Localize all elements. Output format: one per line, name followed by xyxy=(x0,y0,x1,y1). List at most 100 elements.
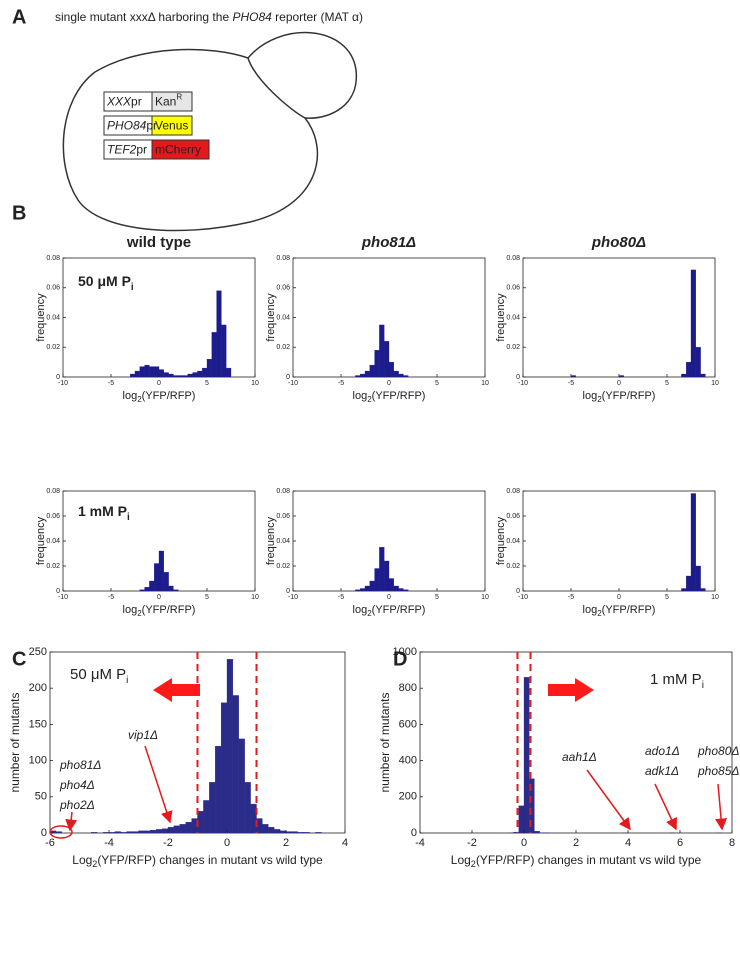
hist-bar xyxy=(226,367,232,378)
x-axis-label: log2(YFP/RFP) xyxy=(353,604,426,618)
cell-outline xyxy=(62,31,357,232)
x-axis-label: log2(YFP/RFP) xyxy=(123,390,196,404)
condition-text: 1 mM P xyxy=(650,671,702,688)
y-tick-label: 0.08 xyxy=(46,488,60,495)
hist-bar xyxy=(144,830,151,834)
hist-bar xyxy=(686,575,692,592)
x-tick-label: -5 xyxy=(568,594,574,601)
y-axis-label: frequency xyxy=(495,516,507,565)
gene-name: Kan xyxy=(155,95,176,109)
x-tick-label: 10 xyxy=(481,594,489,601)
y-tick-label: 0.06 xyxy=(276,285,290,292)
promoter-name: PHO84 xyxy=(107,119,147,133)
y-tick-label: 50 xyxy=(35,791,47,803)
hist-bar xyxy=(154,366,160,378)
x-label-text: log xyxy=(583,604,598,616)
condition-text: 50 μM P xyxy=(78,273,131,289)
hist-bar xyxy=(182,375,188,378)
y-axis-label: number of mutants xyxy=(8,692,22,792)
hist-bar xyxy=(570,375,576,378)
promoter-label: XXXpr xyxy=(106,95,142,109)
hist-bar xyxy=(197,370,203,378)
hist-bar xyxy=(238,738,245,834)
hist-bar xyxy=(173,589,179,592)
gene-label: mCherry xyxy=(155,143,201,157)
y-tick-label: 0.08 xyxy=(506,488,520,495)
y-tick-label: 0.06 xyxy=(46,285,60,292)
x-label-subscript: 2 xyxy=(597,395,602,404)
hist-bar xyxy=(185,821,192,834)
x-tick-label: 10 xyxy=(251,594,259,601)
hist-bar xyxy=(268,827,275,834)
condition-label: 50 μM Pi xyxy=(70,666,128,686)
x-tick-label: 0 xyxy=(617,380,621,387)
hist-bar xyxy=(315,832,322,834)
x-tick-label: -10 xyxy=(58,594,68,601)
x-label-text: log xyxy=(353,390,368,402)
x-tick-label: 0 xyxy=(387,380,391,387)
caption-part: single mutant xxxΔ harboring the xyxy=(55,10,232,24)
y-tick-label: 0.08 xyxy=(46,255,60,262)
hist-bar xyxy=(279,830,287,834)
y-axis-label: frequency xyxy=(265,516,277,565)
annotation-arrow xyxy=(586,769,631,831)
x-label-suffix: (YFP/RFP) changes in mutant vs wild type xyxy=(97,853,323,867)
condition-subscript: i xyxy=(131,282,134,293)
y-tick-label: 0.06 xyxy=(506,513,520,520)
caption-part: PHO84 xyxy=(232,10,272,24)
y-tick-label: 0.06 xyxy=(276,513,290,520)
x-axis-label: Log2(YFP/RFP) changes in mutant vs wild … xyxy=(451,853,702,869)
hist-bar xyxy=(149,580,155,592)
hist-bar xyxy=(221,324,227,378)
hist-bar xyxy=(138,830,145,834)
x-tick-label: -2 xyxy=(467,837,477,849)
y-tick-label: 0 xyxy=(56,374,60,381)
caption: single mutant xxxΔ harboring the PHO84 r… xyxy=(55,10,363,24)
direction-arrow xyxy=(153,678,200,702)
gene-box xyxy=(151,139,210,160)
x-label-suffix: (YFP/RFP) xyxy=(372,604,426,616)
y-tick-label: 0 xyxy=(56,588,60,595)
y-tick-label: 1000 xyxy=(393,646,417,658)
caption-part: reporter (MAT α) xyxy=(272,10,363,24)
hist-bar xyxy=(379,324,385,378)
annotation-arrow xyxy=(144,745,173,824)
hist-bar xyxy=(220,702,228,834)
hist-bar xyxy=(168,585,174,592)
gene-superscript: R xyxy=(176,93,182,102)
hist-bar xyxy=(108,832,116,834)
hist-bar xyxy=(369,364,375,378)
hist-bar xyxy=(695,565,701,592)
y-tick-label: 0.06 xyxy=(506,285,520,292)
condition-subscript: i xyxy=(126,675,128,686)
gene-label: Venus xyxy=(155,119,188,133)
x-tick-label: 5 xyxy=(435,594,439,601)
y-tick-label: 0 xyxy=(516,588,520,595)
hist-bar xyxy=(379,547,385,592)
y-tick-label: 0.02 xyxy=(46,563,60,570)
y-tick-label: 200 xyxy=(399,791,417,803)
annotation: pho85Δ xyxy=(697,764,739,778)
hist-bar xyxy=(700,373,706,378)
y-tick-label: 0.04 xyxy=(276,314,290,321)
annotation: pho4Δ xyxy=(59,778,95,792)
x-label-text: log xyxy=(123,604,138,616)
hist-bar xyxy=(167,827,175,834)
x-tick-label: -4 xyxy=(104,837,114,849)
annotation-arrow xyxy=(65,811,78,832)
hist-bar xyxy=(393,585,399,592)
hist-bar xyxy=(216,290,222,378)
x-tick-label: 0 xyxy=(521,837,527,849)
y-tick-label: 0.02 xyxy=(506,344,520,351)
x-label-subscript: 2 xyxy=(367,395,372,404)
x-label-text: Log xyxy=(451,853,471,867)
hist-bar xyxy=(163,572,169,592)
hist-bar xyxy=(161,828,169,834)
hist-bar xyxy=(690,269,696,378)
y-tick-label: 600 xyxy=(399,718,417,730)
x-tick-label: -5 xyxy=(568,380,574,387)
hist-bar xyxy=(139,589,145,592)
y-tick-label: 0 xyxy=(286,374,290,381)
y-tick-label: 0.04 xyxy=(46,538,60,545)
y-tick-label: 100 xyxy=(29,755,47,767)
